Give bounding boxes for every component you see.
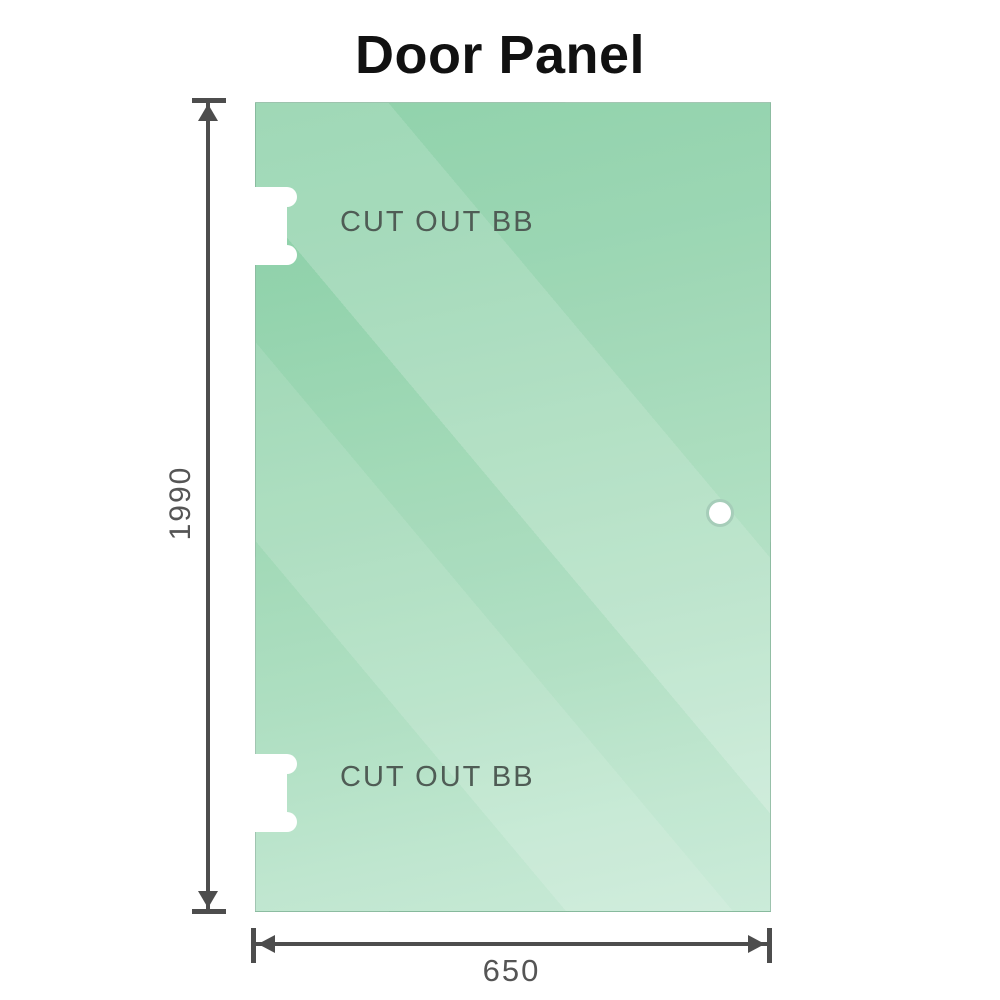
arrow-down-icon	[198, 891, 218, 908]
height-dimension-value: 1990	[164, 465, 197, 541]
arrow-right-icon	[748, 935, 765, 953]
glass-panel	[255, 102, 771, 912]
hinge-cutout-icon	[254, 187, 297, 265]
width-dimension-value: 650	[482, 953, 541, 988]
height-dim-line	[206, 101, 210, 911]
page-title: Door Panel	[354, 25, 646, 85]
height-dim-tick-bottom	[192, 909, 226, 914]
width-dim-tick-right	[767, 928, 772, 963]
width-dim-line	[255, 942, 768, 946]
height-dim-tick-top	[192, 98, 226, 103]
handle-hole	[706, 499, 734, 527]
arrow-up-icon	[198, 104, 218, 121]
arrow-left-icon	[258, 935, 275, 953]
hinge-cutout-top	[254, 185, 298, 267]
cutout-label-top: CUT OUT BB	[340, 206, 535, 238]
hinge-cutout-bottom	[254, 752, 298, 834]
hinge-cutout-icon	[254, 754, 297, 832]
width-dim-tick-left	[251, 928, 256, 963]
cutout-label-bottom: CUT OUT BB	[340, 761, 535, 793]
